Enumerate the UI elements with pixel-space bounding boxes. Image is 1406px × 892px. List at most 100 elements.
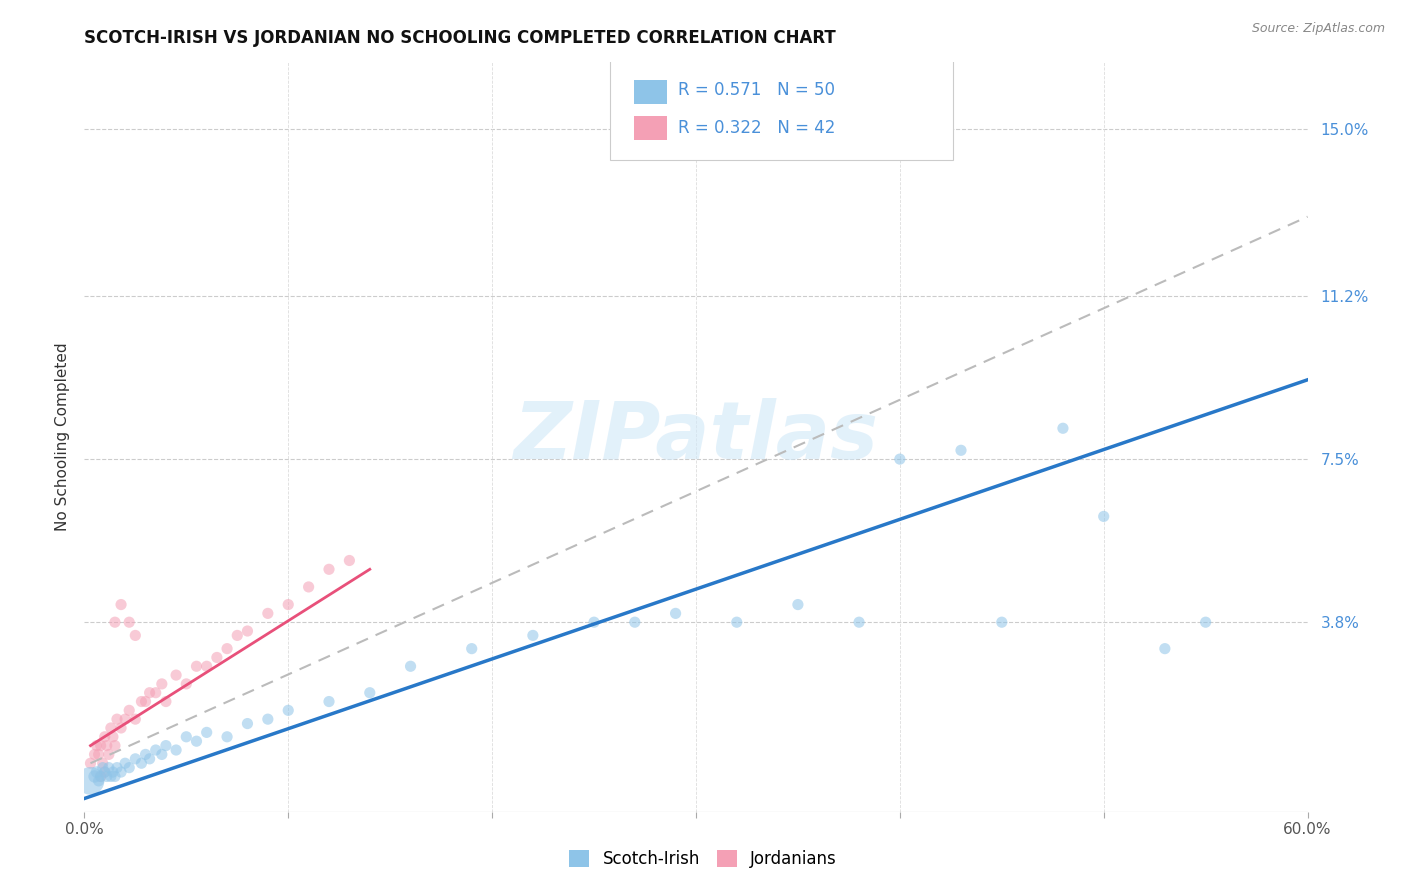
Point: [131, 756, 153, 771]
Point: [101, 730, 124, 744]
Point: [624, 615, 647, 630]
Point: [104, 739, 127, 753]
Point: [135, 747, 157, 762]
Text: R = 0.571   N = 50: R = 0.571 N = 50: [678, 81, 835, 99]
Point: [195, 725, 218, 739]
Text: ZIPatlas: ZIPatlas: [513, 398, 879, 476]
Point: [91, 756, 114, 771]
Point: [665, 607, 688, 621]
Point: [131, 694, 153, 708]
Point: [359, 686, 381, 700]
Point: [1052, 421, 1074, 435]
Point: [114, 712, 136, 726]
Point: [110, 765, 132, 780]
Point: [226, 628, 249, 642]
Point: [848, 615, 870, 630]
Point: [104, 769, 127, 783]
Point: [138, 752, 160, 766]
Point: [101, 765, 124, 780]
Point: [79, 773, 101, 788]
Point: [100, 721, 122, 735]
Point: [236, 624, 259, 638]
Point: [318, 562, 340, 576]
FancyBboxPatch shape: [610, 59, 953, 160]
Point: [87, 747, 110, 762]
Point: [889, 452, 911, 467]
Point: [461, 641, 484, 656]
Point: [1092, 509, 1115, 524]
Point: [950, 443, 973, 458]
Point: [725, 615, 748, 630]
Point: [135, 694, 157, 708]
Point: [155, 694, 177, 708]
Point: [87, 773, 110, 788]
Point: [145, 743, 167, 757]
Point: [86, 739, 108, 753]
Point: [86, 765, 108, 780]
Text: Source: ZipAtlas.com: Source: ZipAtlas.com: [1251, 22, 1385, 36]
Point: [165, 668, 187, 682]
Point: [93, 730, 115, 744]
Point: [110, 721, 132, 735]
Point: [93, 765, 115, 780]
Point: [118, 703, 141, 717]
Point: [100, 769, 122, 783]
Point: [145, 686, 167, 700]
Point: [991, 615, 1014, 630]
Point: [277, 703, 299, 717]
Point: [124, 628, 146, 642]
Point: [124, 752, 146, 766]
Point: [138, 686, 160, 700]
Point: [90, 769, 112, 783]
Point: [1195, 615, 1218, 630]
Legend: Scotch-Irish, Jordanians: Scotch-Irish, Jordanians: [562, 843, 844, 875]
Point: [90, 739, 112, 753]
Point: [195, 659, 218, 673]
Point: [118, 615, 141, 630]
Point: [583, 615, 606, 630]
Point: [150, 677, 173, 691]
Point: [90, 769, 112, 783]
Point: [155, 739, 177, 753]
Point: [79, 756, 101, 771]
Point: [105, 712, 128, 726]
Point: [114, 756, 136, 771]
Point: [257, 607, 280, 621]
Point: [298, 580, 321, 594]
Point: [83, 747, 105, 762]
Point: [104, 615, 127, 630]
Point: [318, 694, 340, 708]
Point: [205, 650, 228, 665]
Point: [186, 734, 208, 748]
Point: [339, 553, 361, 567]
Point: [787, 598, 810, 612]
FancyBboxPatch shape: [634, 116, 666, 140]
Point: [277, 598, 299, 612]
Point: [105, 761, 128, 775]
Point: [624, 121, 647, 136]
Point: [1154, 641, 1177, 656]
Text: SCOTCH-IRISH VS JORDANIAN NO SCHOOLING COMPLETED CORRELATION CHART: SCOTCH-IRISH VS JORDANIAN NO SCHOOLING C…: [84, 29, 837, 47]
Point: [97, 761, 120, 775]
Y-axis label: No Schooling Completed: No Schooling Completed: [55, 343, 70, 532]
Point: [96, 769, 118, 783]
Point: [165, 743, 187, 757]
Point: [150, 747, 173, 762]
Point: [257, 712, 280, 726]
Point: [118, 761, 141, 775]
Point: [83, 769, 105, 783]
Point: [399, 659, 422, 673]
Point: [93, 765, 115, 780]
Text: R = 0.322   N = 42: R = 0.322 N = 42: [678, 119, 835, 136]
FancyBboxPatch shape: [634, 80, 666, 104]
Point: [96, 739, 118, 753]
Point: [91, 761, 114, 775]
Point: [217, 730, 239, 744]
Point: [174, 730, 197, 744]
Point: [236, 716, 259, 731]
Point: [522, 628, 544, 642]
Point: [186, 659, 208, 673]
Point: [97, 747, 120, 762]
Point: [217, 641, 239, 656]
Point: [174, 677, 197, 691]
